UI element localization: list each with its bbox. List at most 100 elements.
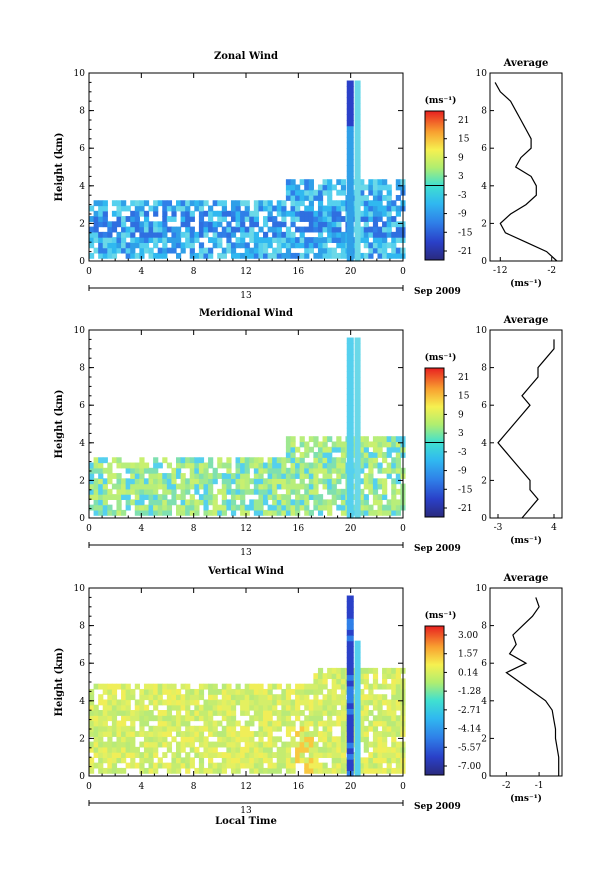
heatmap-cell <box>322 736 328 743</box>
heatmap-cell <box>368 509 374 516</box>
heatmap-cell <box>372 441 379 448</box>
heatmap-cell <box>386 446 392 453</box>
heatmap-cell <box>198 499 205 506</box>
heatmap-cell <box>313 752 319 758</box>
heatmap-cell <box>276 757 282 764</box>
heatmap-cell <box>198 710 205 716</box>
heatmap-cell <box>226 683 232 690</box>
heatmap-cell <box>313 673 319 680</box>
avg-y-tick-label: 0 <box>481 772 487 782</box>
colorbar <box>424 625 445 776</box>
heatmap-cell <box>299 746 305 753</box>
heatmap-cell <box>346 182 354 189</box>
heatmap-cell <box>185 704 191 711</box>
heatmap-cell <box>346 759 354 766</box>
heatmap-cell <box>176 731 182 737</box>
heatmap-cell <box>327 699 333 706</box>
heatmap-cell <box>130 725 136 732</box>
heatmap-cell <box>107 252 113 259</box>
heatmap-cell <box>322 436 328 443</box>
heatmap-cell <box>162 473 168 479</box>
heatmap-cell <box>363 667 369 674</box>
heatmap-cell <box>263 247 269 254</box>
heatmap-cell <box>313 694 319 701</box>
heatmap-cell <box>148 247 154 254</box>
heatmap-cell <box>276 473 282 479</box>
heatmap-cell <box>249 478 255 485</box>
heatmap-cell <box>299 494 305 500</box>
heatmap-cell <box>143 231 150 238</box>
heatmap-cell <box>208 757 214 764</box>
heatmap-cell <box>377 699 383 706</box>
heatmap-cell <box>253 683 260 690</box>
heatmap-cell <box>363 509 369 516</box>
heatmap-cell <box>208 762 214 769</box>
heatmap-cell <box>116 488 122 495</box>
heatmap-cell <box>162 494 168 500</box>
heatmap-cell <box>139 467 145 474</box>
heatmap-cell <box>102 746 108 753</box>
heatmap-cell <box>395 205 401 212</box>
heatmap-cell <box>157 720 163 727</box>
heatmap-cell <box>221 767 227 774</box>
heatmap-cell <box>295 704 301 711</box>
heatmap-cell <box>354 759 361 766</box>
heatmap-cell <box>166 478 173 485</box>
heatmap-cell <box>102 494 108 500</box>
heatmap-cell <box>395 704 401 711</box>
heatmap-cell <box>203 752 209 758</box>
heatmap-cell <box>304 720 310 727</box>
heatmap-cell <box>240 231 246 238</box>
heatmap-cell <box>359 226 365 233</box>
heatmap-cell <box>304 210 310 217</box>
heatmap-cell <box>331 673 337 680</box>
heatmap-cell <box>185 757 191 764</box>
heatmap-cell <box>180 704 186 711</box>
heatmap-cell <box>208 247 214 254</box>
heatmap-cell <box>176 725 182 732</box>
heatmap-cell <box>134 216 140 222</box>
heatmap-cell <box>153 221 159 228</box>
heatmap-cell <box>372 762 379 769</box>
heatmap-cell <box>171 762 177 769</box>
heatmap-cell <box>304 757 310 764</box>
heatmap-cell <box>346 416 354 423</box>
heatmap-cell <box>354 365 361 372</box>
heatmap-cell <box>346 651 354 659</box>
heatmap-cell <box>354 444 361 451</box>
heatmap-cell <box>377 179 383 186</box>
heatmap-cell <box>299 237 305 243</box>
heatmap-cell <box>116 231 122 238</box>
heatmap-cell <box>244 509 250 516</box>
heatmap-cell <box>346 221 354 228</box>
heatmap-cell <box>240 483 246 490</box>
heatmap-cell <box>308 189 314 196</box>
heatmap-cell <box>153 509 159 516</box>
heatmap-cell <box>363 452 369 458</box>
heatmap-cell <box>281 699 287 706</box>
heatmap-cell <box>359 762 365 769</box>
heatmap-cell <box>391 252 397 259</box>
heatmap-cell <box>331 184 337 191</box>
heatmap-cell <box>382 467 388 474</box>
heatmap-cell <box>346 668 354 676</box>
heatmap-cell <box>386 683 392 690</box>
heatmap-cell <box>198 478 205 485</box>
heatmap-cell <box>290 221 296 228</box>
heatmap-cell <box>354 399 361 406</box>
heatmap-cell <box>244 710 250 716</box>
heatmap-cell <box>322 252 328 259</box>
heatmap-cell <box>354 512 361 519</box>
heatmap-cell <box>382 221 388 228</box>
heatmap-cell <box>139 731 145 737</box>
heatmap-cell <box>148 504 154 511</box>
heatmap-cell <box>166 694 173 701</box>
heatmap-cell <box>198 200 205 207</box>
heatmap-cell <box>221 483 227 490</box>
heatmap-cell <box>130 462 136 469</box>
avg-y-tick-label: 2 <box>481 219 487 229</box>
heatmap-cell <box>194 467 200 474</box>
heatmap-cell <box>299 757 305 764</box>
heatmap-cell <box>395 452 401 458</box>
heatmap-cell <box>116 247 122 254</box>
